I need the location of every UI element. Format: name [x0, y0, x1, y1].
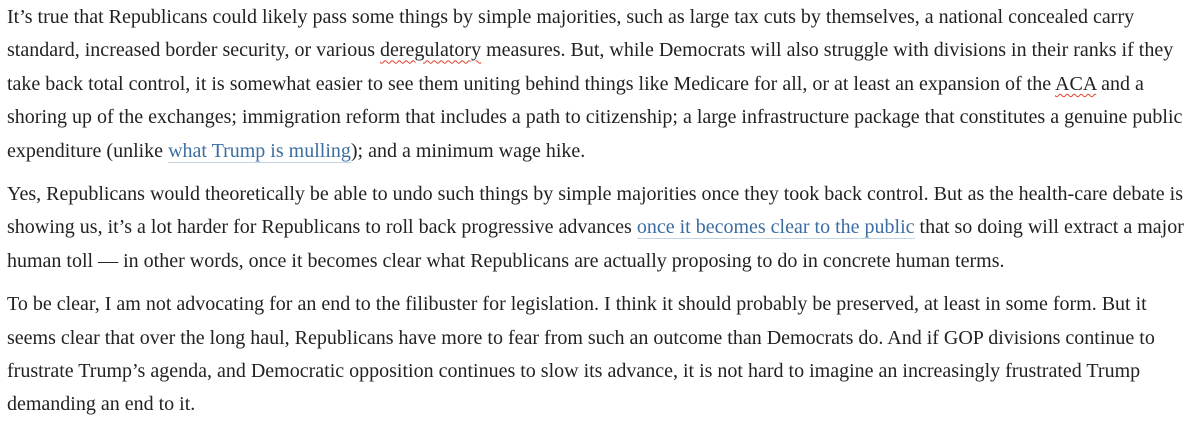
- paragraph-text: ); and a minimum wage hike.: [350, 139, 586, 162]
- inline-link[interactable]: what Trump is mulling: [168, 139, 351, 163]
- paragraph-text: that so doing will extract a major human…: [7, 216, 1184, 272]
- paragraph: To be clear, I am not advocating for an …: [7, 288, 1192, 422]
- paragraph-text: measures. But, while Democrats will also…: [7, 39, 1174, 95]
- misspelled-word: ACA: [1055, 72, 1097, 95]
- paragraph-text: It’s true that Republicans could likely …: [7, 6, 1135, 62]
- inline-link[interactable]: once it becomes clear to the public: [636, 216, 915, 240]
- paragraph: Yes, Republicans would theoretically be …: [7, 178, 1192, 278]
- paragraph: It’s true that Republicans could likely …: [7, 1, 1192, 168]
- paragraph-text: To be clear, I am not advocating for an …: [7, 293, 1155, 416]
- paragraph-text: Yes, Republicans would theoretically be …: [7, 183, 1184, 239]
- paragraph-text: and a shoring up of the exchanges; immig…: [7, 72, 1183, 162]
- misspelled-word: deregulatory: [380, 39, 482, 62]
